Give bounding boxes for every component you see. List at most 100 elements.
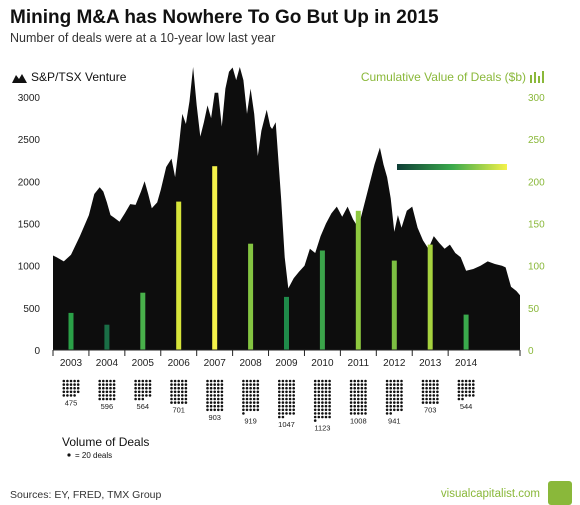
deal-dot <box>245 394 249 397</box>
deal-dot <box>321 394 324 397</box>
deal-dot <box>292 379 296 383</box>
deal-dot <box>112 390 116 394</box>
deal-dot <box>173 379 177 383</box>
deal-dot <box>432 397 436 401</box>
deal-dot <box>245 390 249 394</box>
deal-dot <box>428 386 432 390</box>
deal-dot <box>105 379 109 383</box>
value-bar <box>284 296 289 350</box>
deal-dot <box>313 383 317 386</box>
deal-dot <box>220 394 224 397</box>
deal-dot <box>385 408 389 412</box>
deal-dot <box>249 383 252 386</box>
deal-dot <box>66 383 69 386</box>
deal-dot <box>134 379 137 383</box>
deal-dot <box>389 379 393 383</box>
deal-dot <box>213 397 216 401</box>
deal-dot <box>141 386 145 390</box>
deal-volume-label: 475 <box>65 398 78 407</box>
deal-dot <box>457 397 461 401</box>
deal-dot <box>184 386 188 390</box>
deal-dot <box>281 397 285 401</box>
deal-dot <box>213 379 216 383</box>
deal-dot-stack <box>98 379 116 401</box>
deal-dot <box>428 383 432 386</box>
deal-dot <box>256 397 260 401</box>
deal-dot <box>317 386 321 390</box>
deal-dot <box>436 379 439 383</box>
deal-dot <box>249 401 252 404</box>
deal-dot <box>281 386 285 390</box>
deal-dot <box>245 397 249 401</box>
volume-legend-text: = 20 deals <box>75 451 112 460</box>
left-tick-label: 1500 <box>18 220 41 231</box>
deal-dot <box>288 397 292 401</box>
deal-dot <box>141 397 145 401</box>
deal-dot <box>66 386 69 390</box>
deal-dot <box>385 386 389 390</box>
deal-dot <box>242 404 245 408</box>
deal-dot-stack <box>313 379 331 422</box>
deal-volume-label: 903 <box>208 413 221 422</box>
deal-dot <box>357 379 360 383</box>
deal-dot <box>321 404 324 408</box>
deal-dot <box>357 408 360 412</box>
deal-dot <box>112 383 116 386</box>
deal-dot <box>213 404 216 408</box>
deal-dot <box>213 386 216 390</box>
deal-dot <box>421 394 425 397</box>
deal-dot <box>321 412 324 415</box>
deal-dot <box>209 383 213 386</box>
deal-dot <box>209 404 213 408</box>
deal-dot <box>252 379 256 383</box>
deal-dot <box>324 394 328 397</box>
deal-dot <box>278 408 281 412</box>
color-scale-bar <box>397 164 507 170</box>
deal-dot <box>220 386 224 390</box>
deal-dot <box>425 386 428 390</box>
deal-dot <box>184 390 188 394</box>
deal-dot <box>357 383 360 386</box>
deal-dot <box>324 408 328 412</box>
deal-dot <box>400 386 403 390</box>
deal-dot <box>98 383 101 386</box>
deal-volume-label: 596 <box>101 402 114 411</box>
deal-dot <box>421 379 425 383</box>
left-tick-label: 3000 <box>18 93 41 104</box>
deal-dot <box>184 383 188 386</box>
deal-dot <box>148 390 152 394</box>
value-bar <box>212 166 218 350</box>
deal-dot <box>256 394 260 397</box>
deal-dot <box>134 397 137 401</box>
deal-dot <box>292 412 296 415</box>
deal-dot <box>278 412 281 415</box>
deal-dot <box>313 394 317 397</box>
deal-dot <box>436 386 439 390</box>
deal-dot <box>353 383 357 386</box>
chart-subtitle: Number of deals were at a 10-year low la… <box>10 31 276 45</box>
deal-dot <box>360 383 364 386</box>
deal-dot <box>249 394 252 397</box>
deal-dot <box>364 412 367 415</box>
deal-dot <box>134 383 137 386</box>
deal-dot <box>170 390 173 394</box>
year-label: 2014 <box>455 358 478 369</box>
deal-dot <box>353 404 357 408</box>
deal-dot <box>206 386 209 390</box>
deal-dot <box>317 412 321 415</box>
deal-dot <box>112 386 116 390</box>
deal-dot <box>328 379 331 383</box>
deal-dot <box>278 404 281 408</box>
deal-dot <box>181 383 184 386</box>
deal-dot <box>181 397 184 401</box>
value-bar <box>68 312 74 350</box>
deal-dot <box>317 390 321 394</box>
deal-dot <box>396 386 400 390</box>
deal-dot <box>242 379 245 383</box>
deal-volume-label: 941 <box>388 416 401 425</box>
brand-link[interactable]: visualcapitalist.com <box>440 488 540 500</box>
deal-dot <box>69 386 73 390</box>
deal-dot <box>357 386 360 390</box>
deal-dot <box>461 386 464 390</box>
deal-dot <box>242 383 245 386</box>
